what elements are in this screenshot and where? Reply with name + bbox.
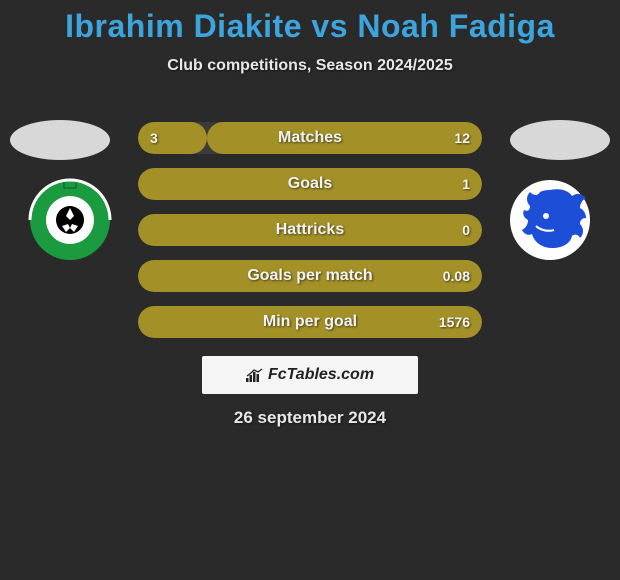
stats-bars: 3 12Matches 1Goals 0Hattricks 0.08Goals per …: [138, 122, 482, 352]
bar-label: Goals: [138, 168, 482, 200]
stat-bar: 3 12Matches: [138, 122, 482, 154]
club-logo-right: [500, 178, 600, 262]
player-badge-left: [10, 120, 110, 160]
bar-value-right: 12: [454, 122, 470, 154]
stat-bar: 1Goals: [138, 168, 482, 200]
player-badge-right: [510, 120, 610, 160]
bar-label: Min per goal: [138, 306, 482, 338]
date-text: 26 september 2024: [0, 408, 620, 428]
bar-label: Matches: [138, 122, 482, 154]
bar-label: Hattricks: [138, 214, 482, 246]
chart-icon: [246, 368, 264, 382]
page-title: Ibrahim Diakite vs Noah Fadiga: [0, 0, 620, 45]
bar-value-right: 0.08: [443, 260, 470, 292]
branding-text: FcTables.com: [268, 366, 374, 384]
bar-value-right: 0: [462, 214, 470, 246]
bar-label: Goals per match: [138, 260, 482, 292]
subtitle: Club competitions, Season 2024/2025: [0, 57, 620, 75]
stat-bar: 0.08Goals per match: [138, 260, 482, 292]
bar-value-left: 3: [150, 122, 158, 154]
branding-box: FcTables.com: [202, 356, 418, 394]
bar-value-right: 1576: [439, 306, 470, 338]
club-logo-left: [20, 178, 120, 262]
bar-value-right: 1: [462, 168, 470, 200]
stat-bar: 1576Min per goal: [138, 306, 482, 338]
stat-bar: 0Hattricks: [138, 214, 482, 246]
